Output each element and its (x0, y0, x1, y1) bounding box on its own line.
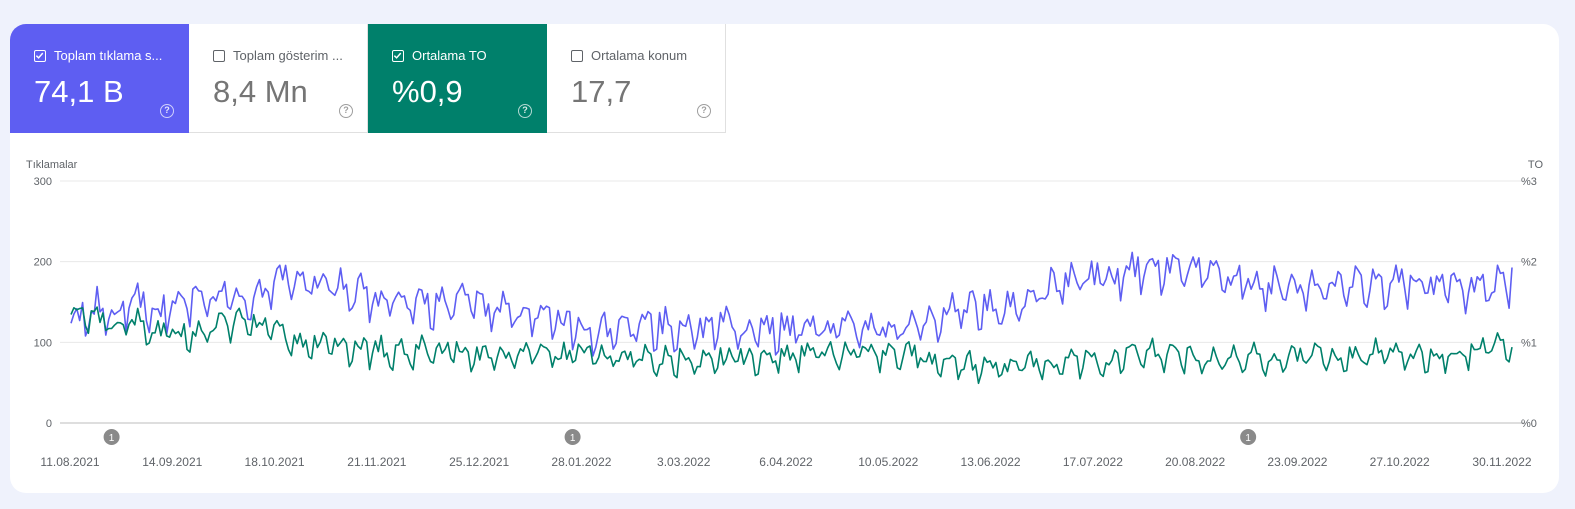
metric-label: Toplam tıklama s... (54, 48, 163, 63)
annotation-marker (103, 429, 120, 445)
annotation-label: 1 (570, 433, 576, 444)
metric-value: 17,7 (571, 74, 632, 109)
x-tick-label: 10.05.2022 (858, 455, 918, 469)
x-tick-label: 11.08.2021 (40, 455, 99, 469)
x-tick-label: 17.07.2022 (1063, 455, 1123, 469)
metric-label: Toplam gösterim ... (233, 48, 343, 63)
metric-card-header: Ortalama TO (392, 48, 487, 63)
metric-card-impressions[interactable]: Toplam gösterim ... 8,4 Mn ? (189, 24, 368, 133)
y-tick-label-right: %3 (1521, 176, 1537, 188)
performance-chart: Tıklamalar TO 300 %3 200 %2 100 %1 0 %0 11.08.2021… (26, 159, 1544, 469)
y-tick-label-left: 300 (34, 176, 52, 188)
y-tick-label-left: 200 (34, 257, 52, 269)
series-line-clicks (70, 251, 1513, 357)
metric-value: %0,9 (392, 74, 463, 109)
help-icon[interactable]: ? (160, 104, 174, 118)
x-tick-label: 23.09.2022 (1267, 455, 1327, 469)
help-icon[interactable]: ? (697, 104, 711, 118)
metric-value: 8,4 Mn (213, 74, 308, 109)
metric-card-ctr[interactable]: Ortalama TO %0,9 ? (368, 24, 547, 133)
metric-label: Ortalama TO (412, 48, 487, 63)
x-tick-label: 6.04.2022 (759, 455, 813, 469)
checkmark-icon (393, 52, 402, 59)
metric-label: Ortalama konum (591, 48, 688, 63)
metric-value: 74,1 B (34, 74, 124, 109)
y-axis-title-right: TO (1528, 159, 1544, 171)
metric-card-header: Ortalama konum (571, 48, 687, 63)
checkbox-impressions[interactable] (213, 49, 225, 62)
metric-card-position[interactable]: Ortalama konum 17,7 ? (547, 24, 726, 133)
checkmark-icon (35, 52, 44, 59)
x-tick-label: 13.06.2022 (961, 455, 1021, 469)
help-icon[interactable]: ? (339, 104, 353, 118)
x-tick-label: 14.09.2021 (142, 455, 202, 469)
x-tick-label: 28.01.2022 (551, 455, 611, 469)
y-tick-label-right: %2 (1521, 257, 1537, 269)
x-tick-label: 21.11.2021 (347, 455, 406, 469)
y-tick-label-left: 0 (46, 418, 52, 430)
x-tick-label: 18.10.2021 (245, 455, 305, 469)
annotation-label: 1 (1245, 433, 1251, 444)
x-tick-label: 20.08.2022 (1165, 455, 1225, 469)
y-axis-title-left: Tıklamalar (26, 159, 78, 171)
metric-card-header: Toplam tıklama s... (34, 48, 162, 63)
checkbox-ctr[interactable] (392, 49, 404, 62)
annotation-label: 1 (109, 433, 115, 444)
metric-card-header: Toplam gösterim ... (213, 48, 343, 63)
series-line-ctr (70, 306, 1513, 385)
annotation-marker (1240, 429, 1257, 445)
performance-panel: Toplam tıklama s... 74,1 B ? Toplam göst… (10, 24, 1559, 493)
y-tick-label-right: %0 (1521, 418, 1537, 430)
help-icon[interactable]: ? (518, 104, 532, 118)
checkbox-clicks[interactable] (34, 49, 46, 62)
x-tick-label: 3.03.2022 (657, 455, 711, 469)
x-tick-label: 25.12.2021 (449, 455, 509, 469)
checkbox-position[interactable] (571, 49, 583, 62)
metric-cards: Toplam tıklama s... 74,1 B ? Toplam göst… (10, 24, 726, 134)
x-tick-label: 30.11.2022 (1472, 455, 1531, 469)
y-tick-label-right: %1 (1521, 337, 1537, 349)
x-tick-label: 27.10.2022 (1370, 455, 1430, 469)
metric-card-clicks[interactable]: Toplam tıklama s... 74,1 B ? (10, 24, 189, 133)
annotation-marker (564, 429, 581, 445)
y-tick-label-left: 100 (34, 337, 52, 349)
